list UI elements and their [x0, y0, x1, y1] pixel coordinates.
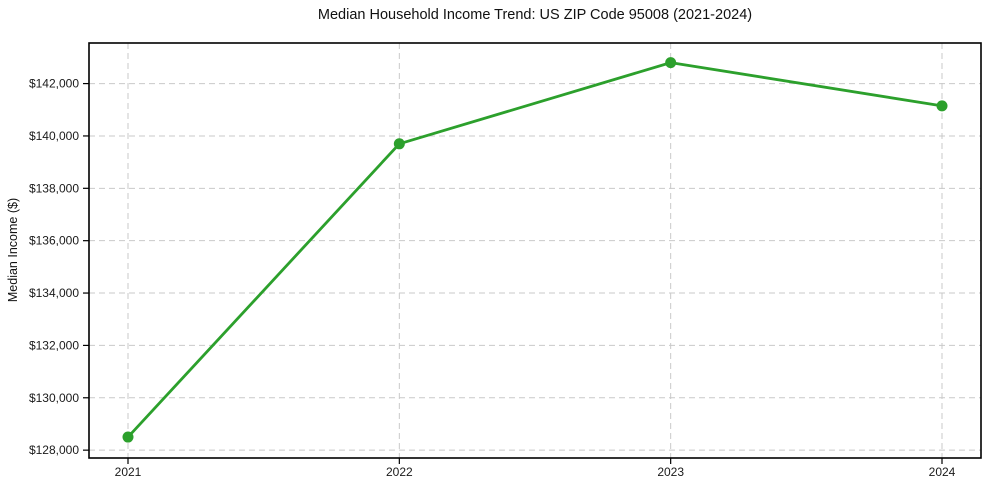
x-tick-label: 2021: [115, 465, 142, 479]
chart-title: Median Household Income Trend: US ZIP Co…: [317, 7, 753, 23]
data-point-2021: [122, 431, 134, 443]
y-tick-label: $140,000: [29, 129, 79, 143]
y-tick-label: $128,000: [29, 443, 79, 457]
x-tick-label: 2023: [657, 465, 684, 479]
y-tick-label: $136,000: [29, 234, 79, 248]
data-point-2024: [936, 100, 948, 112]
data-point-2022: [393, 138, 405, 150]
y-tick-label: $142,000: [29, 77, 79, 91]
trend-line: [126, 61, 944, 439]
x-tick-label: 2024: [929, 465, 956, 479]
y-tick-label: $130,000: [29, 391, 79, 405]
x-tick-label: 2022: [386, 465, 413, 479]
data-point-2023: [665, 57, 677, 69]
y-tick-label: $134,000: [29, 286, 79, 300]
y-tick-label: $138,000: [29, 181, 79, 195]
plot-border: [88, 42, 982, 459]
y-tick-label: $132,000: [29, 338, 79, 352]
